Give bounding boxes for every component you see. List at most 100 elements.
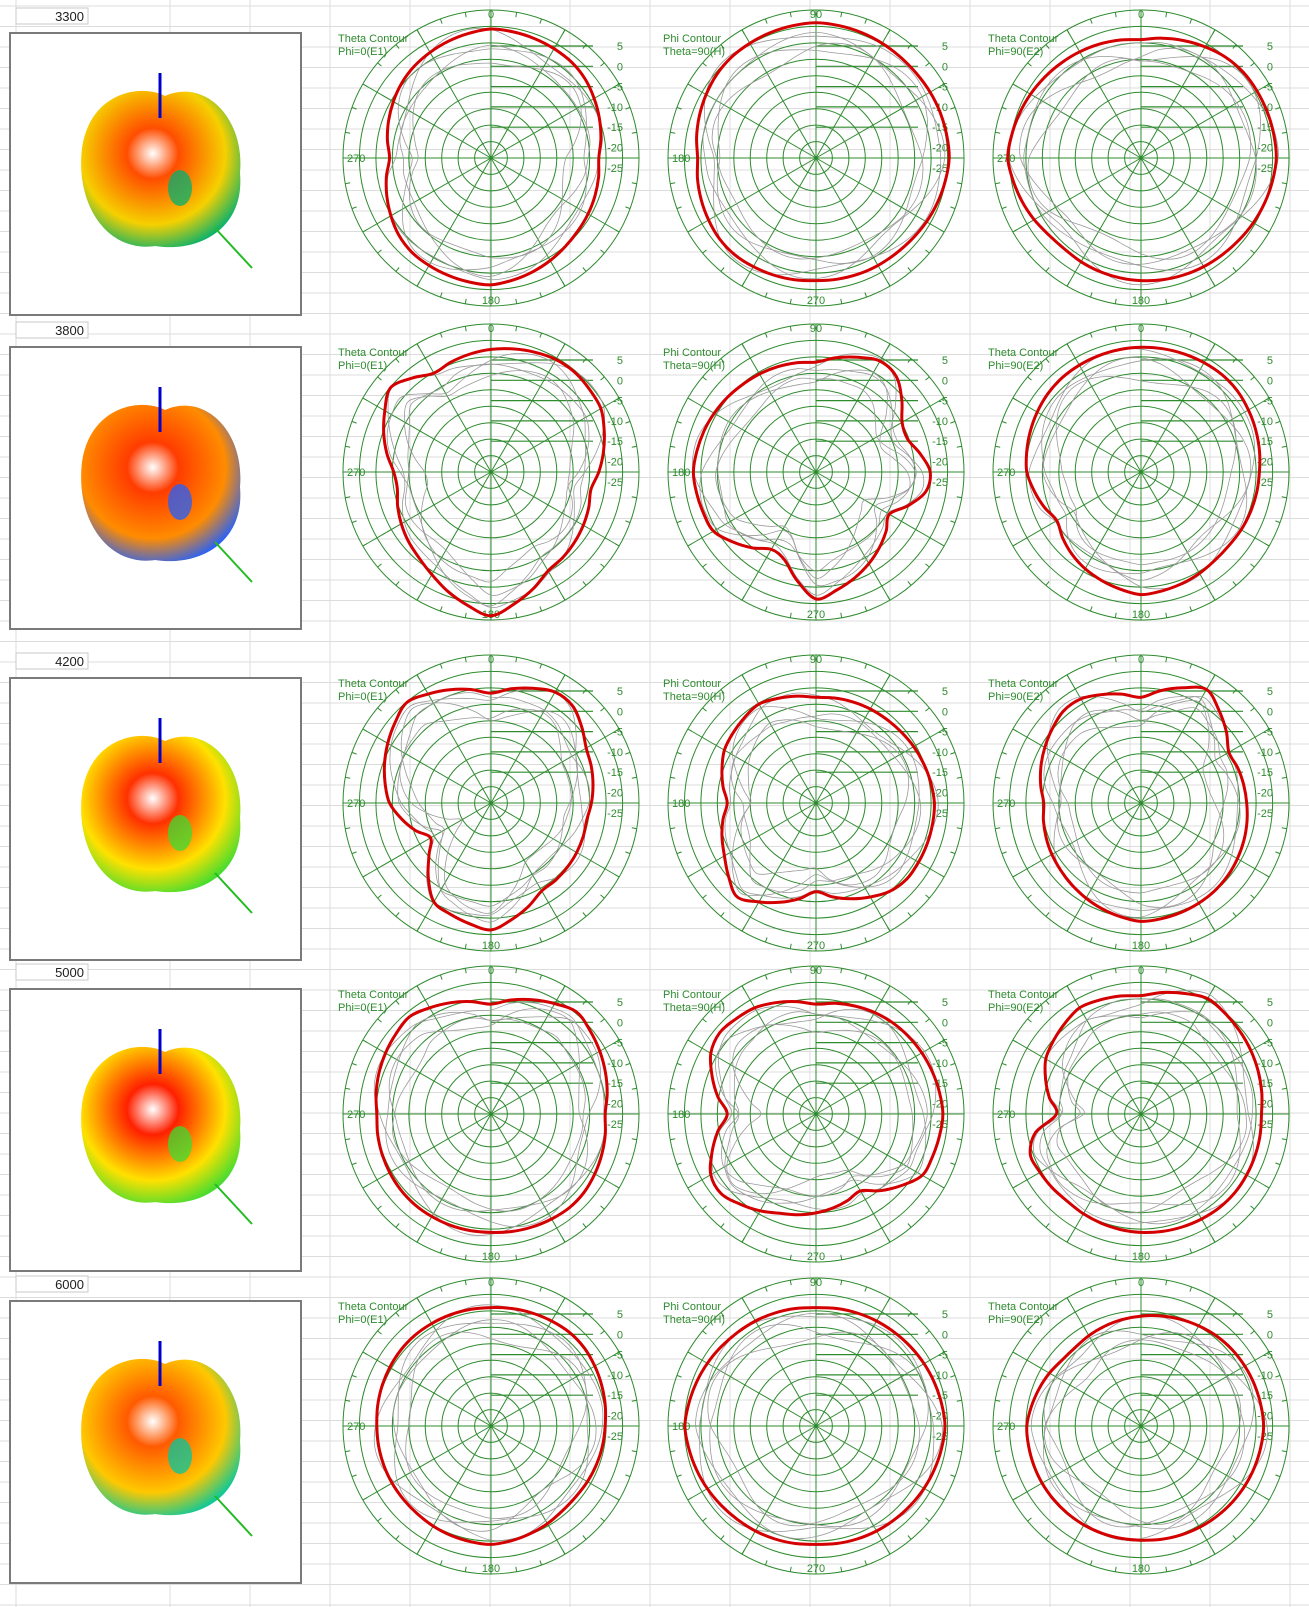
scale-tick-label: -20: [932, 1099, 948, 1111]
scale-tick-label: 0: [617, 1017, 623, 1029]
polar-tick: [670, 1087, 676, 1090]
polar-spoke: [490, 471, 566, 601]
scale-tick-label: -25: [607, 1119, 623, 1131]
polar-tick: [789, 612, 792, 618]
polar-tick: [720, 581, 725, 586]
polar-tick: [702, 894, 707, 899]
polar-spoke: [1012, 397, 1142, 473]
polar-tick: [670, 1450, 676, 1453]
polar-tick: [582, 1223, 587, 1228]
polar-tick: [720, 267, 725, 272]
polar-tick: [345, 776, 351, 779]
polar-tick: [1250, 1018, 1255, 1023]
polar-tick: [741, 1549, 745, 1555]
polar-tick: [351, 420, 357, 424]
plot-title-line-1: Theta Contour: [988, 678, 1059, 690]
scale-tick-label: -10: [932, 1058, 948, 1070]
polar-tick: [1114, 612, 1117, 618]
polar-tick: [582, 1535, 587, 1540]
angle-label-bottom: 180: [482, 940, 500, 952]
polar-spoke: [1066, 674, 1142, 804]
polar-tick: [345, 1399, 351, 1402]
scale-tick-label: -10: [932, 416, 948, 428]
polar-tick: [562, 1237, 566, 1243]
polar-tick: [395, 1535, 400, 1540]
polar-spoke: [1066, 157, 1142, 287]
x-axis-line: [214, 1495, 253, 1537]
scale-tick-label: -10: [607, 416, 623, 428]
scale-tick-label: -15: [607, 436, 623, 448]
polar-tick: [1165, 12, 1168, 18]
comparison-trace: [1042, 1330, 1255, 1530]
polar-tick: [950, 751, 956, 755]
polar-tick: [515, 326, 518, 332]
polar-tick: [764, 18, 768, 24]
polar-spoke: [490, 397, 620, 473]
polar-spoke: [1140, 802, 1216, 932]
gain-trace: [1025, 1314, 1266, 1542]
polar-tick: [1281, 496, 1287, 499]
polar-spoke: [687, 1113, 817, 1189]
polar-tick: [395, 581, 400, 586]
comparison-trace: [699, 368, 917, 587]
polar-tick: [439, 1248, 443, 1254]
polar-tick: [1027, 62, 1032, 67]
polar-tick: [1250, 376, 1255, 381]
scale-tick-label: 5: [1267, 686, 1273, 698]
comparison-trace: [695, 1312, 943, 1540]
polar-spoke: [815, 1297, 891, 1427]
scale-tick-label: -15: [607, 767, 623, 779]
polar-spoke: [490, 1113, 620, 1189]
polar-spoke: [1140, 1351, 1270, 1427]
scale-tick-label: -25: [932, 1119, 948, 1131]
polar-spoke: [1012, 728, 1142, 804]
polar-tick: [345, 445, 351, 448]
polar-tick: [764, 974, 768, 980]
angle-label-left: 270: [347, 1421, 365, 1433]
polar-tick: [625, 420, 631, 424]
comparison-trace: [717, 369, 911, 572]
polar-tick: [377, 894, 382, 899]
comparison-trace: [711, 42, 924, 260]
polar-spoke: [1066, 1425, 1142, 1555]
plot-title-line-1: Phi Contour: [663, 347, 721, 359]
polar-tick: [439, 332, 443, 338]
angle-label-left: 270: [347, 1109, 365, 1121]
polar-spoke: [1140, 1425, 1216, 1555]
polar-tick: [1114, 1280, 1117, 1286]
plot-title-line-1: Theta Contour: [988, 33, 1059, 45]
polar-spoke: [1140, 343, 1216, 473]
polar-tick: [600, 249, 605, 254]
polar-tick: [351, 1374, 357, 1378]
polar-spoke: [815, 728, 945, 804]
polar-tick: [614, 229, 620, 233]
scale-tick-label: 0: [942, 1017, 948, 1029]
polar-tick: [515, 12, 518, 18]
polar-tick: [625, 1062, 631, 1066]
frequency-label: 4200: [55, 654, 84, 669]
polar-spoke: [1012, 83, 1142, 159]
polar-tick: [1281, 1087, 1287, 1090]
polar-tick: [939, 229, 945, 233]
scale-tick-label: 0: [1267, 1017, 1273, 1029]
angle-label-top: 0: [1138, 9, 1144, 21]
comparison-trace: [397, 48, 587, 271]
frequency-row-6000: 6000 5 0 -5 -10 -15 -20 -25 0 270 180 Theta Contour…: [9, 1275, 1290, 1584]
scale-tick-label: 0: [1267, 375, 1273, 387]
scale-tick-label: 5: [942, 686, 948, 698]
3d-pattern-frame: [9, 988, 302, 1272]
polar-tick: [1212, 926, 1216, 932]
scale-tick-label: 0: [1267, 61, 1273, 73]
plot-title-line-1: Phi Contour: [663, 678, 721, 690]
polar-tick: [582, 267, 587, 272]
polar-tick: [741, 595, 745, 601]
scale-tick-label: 5: [617, 41, 623, 53]
polar-tick: [1281, 1138, 1287, 1141]
polar-tick: [925, 707, 930, 712]
plot-title-line-1: Phi Contour: [663, 989, 721, 1001]
polar-tick: [1066, 1549, 1070, 1555]
polar-tick: [539, 332, 543, 338]
polar-tick: [600, 376, 605, 381]
